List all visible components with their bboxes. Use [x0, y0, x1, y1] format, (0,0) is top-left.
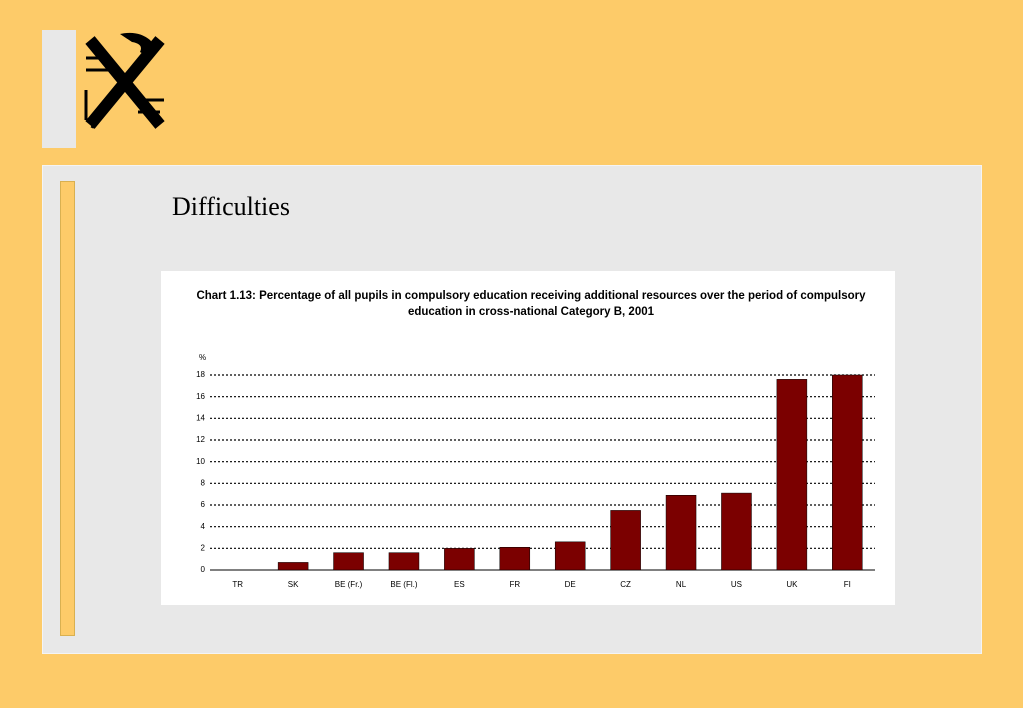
- bar: [444, 548, 475, 571]
- x-tick-label: BE (Fl.): [390, 580, 417, 589]
- accent-stripe: [60, 181, 75, 636]
- y-tick-label: 16: [196, 392, 205, 401]
- bar: [721, 492, 752, 571]
- x-tick-label: NL: [676, 580, 687, 589]
- x-tick-label: UK: [786, 580, 798, 589]
- y-tick-label: 8: [201, 478, 206, 487]
- chart: % 0 2 4 6 8 10 12 14 16 18 TR SK BE (Fr.) BE (Fl.) ES FR…: [196, 353, 875, 589]
- y-tick-label: 14: [196, 413, 205, 422]
- x-tick-label: DE: [565, 580, 576, 589]
- x-tick-label: SK: [288, 580, 299, 589]
- y-tick-label: 10: [196, 457, 205, 466]
- bar: [610, 510, 641, 571]
- x-tick-label: FR: [509, 580, 520, 589]
- x-tick-label: BE (Fr.): [335, 580, 363, 589]
- bar: [388, 552, 420, 571]
- bar: [554, 541, 586, 571]
- bar: [499, 547, 531, 571]
- bar: [832, 374, 863, 571]
- y-tick-label: 18: [196, 370, 205, 379]
- bar: [665, 495, 697, 571]
- bar: [776, 379, 808, 571]
- bar: [277, 562, 309, 571]
- x-tick-label: ES: [454, 580, 465, 589]
- y-tick-label: 2: [201, 543, 206, 552]
- x-tick-label: US: [731, 580, 742, 589]
- logo-panel: [42, 30, 76, 148]
- chart-title: Chart 1.13: Percentage of all pupils in …: [196, 290, 866, 318]
- y-tick-label: 6: [201, 500, 206, 509]
- y-tick-label: 12: [196, 435, 205, 444]
- x-tick-label: CZ: [620, 580, 631, 589]
- slide-heading: Difficulties: [172, 192, 290, 221]
- chart-box: % 0 2 4 6 8 10 12 14 16 18 TR SK BE (Fr.) BE (Fl.) ES FR…: [161, 271, 895, 605]
- y-tick-label: 4: [201, 522, 206, 531]
- x-tick-label: FI: [844, 580, 851, 589]
- y-axis-label: %: [199, 353, 206, 362]
- logo: [84, 32, 165, 129]
- y-tick-label: 0: [201, 565, 206, 574]
- bar: [333, 552, 364, 571]
- x-tick-label: TR: [232, 580, 243, 589]
